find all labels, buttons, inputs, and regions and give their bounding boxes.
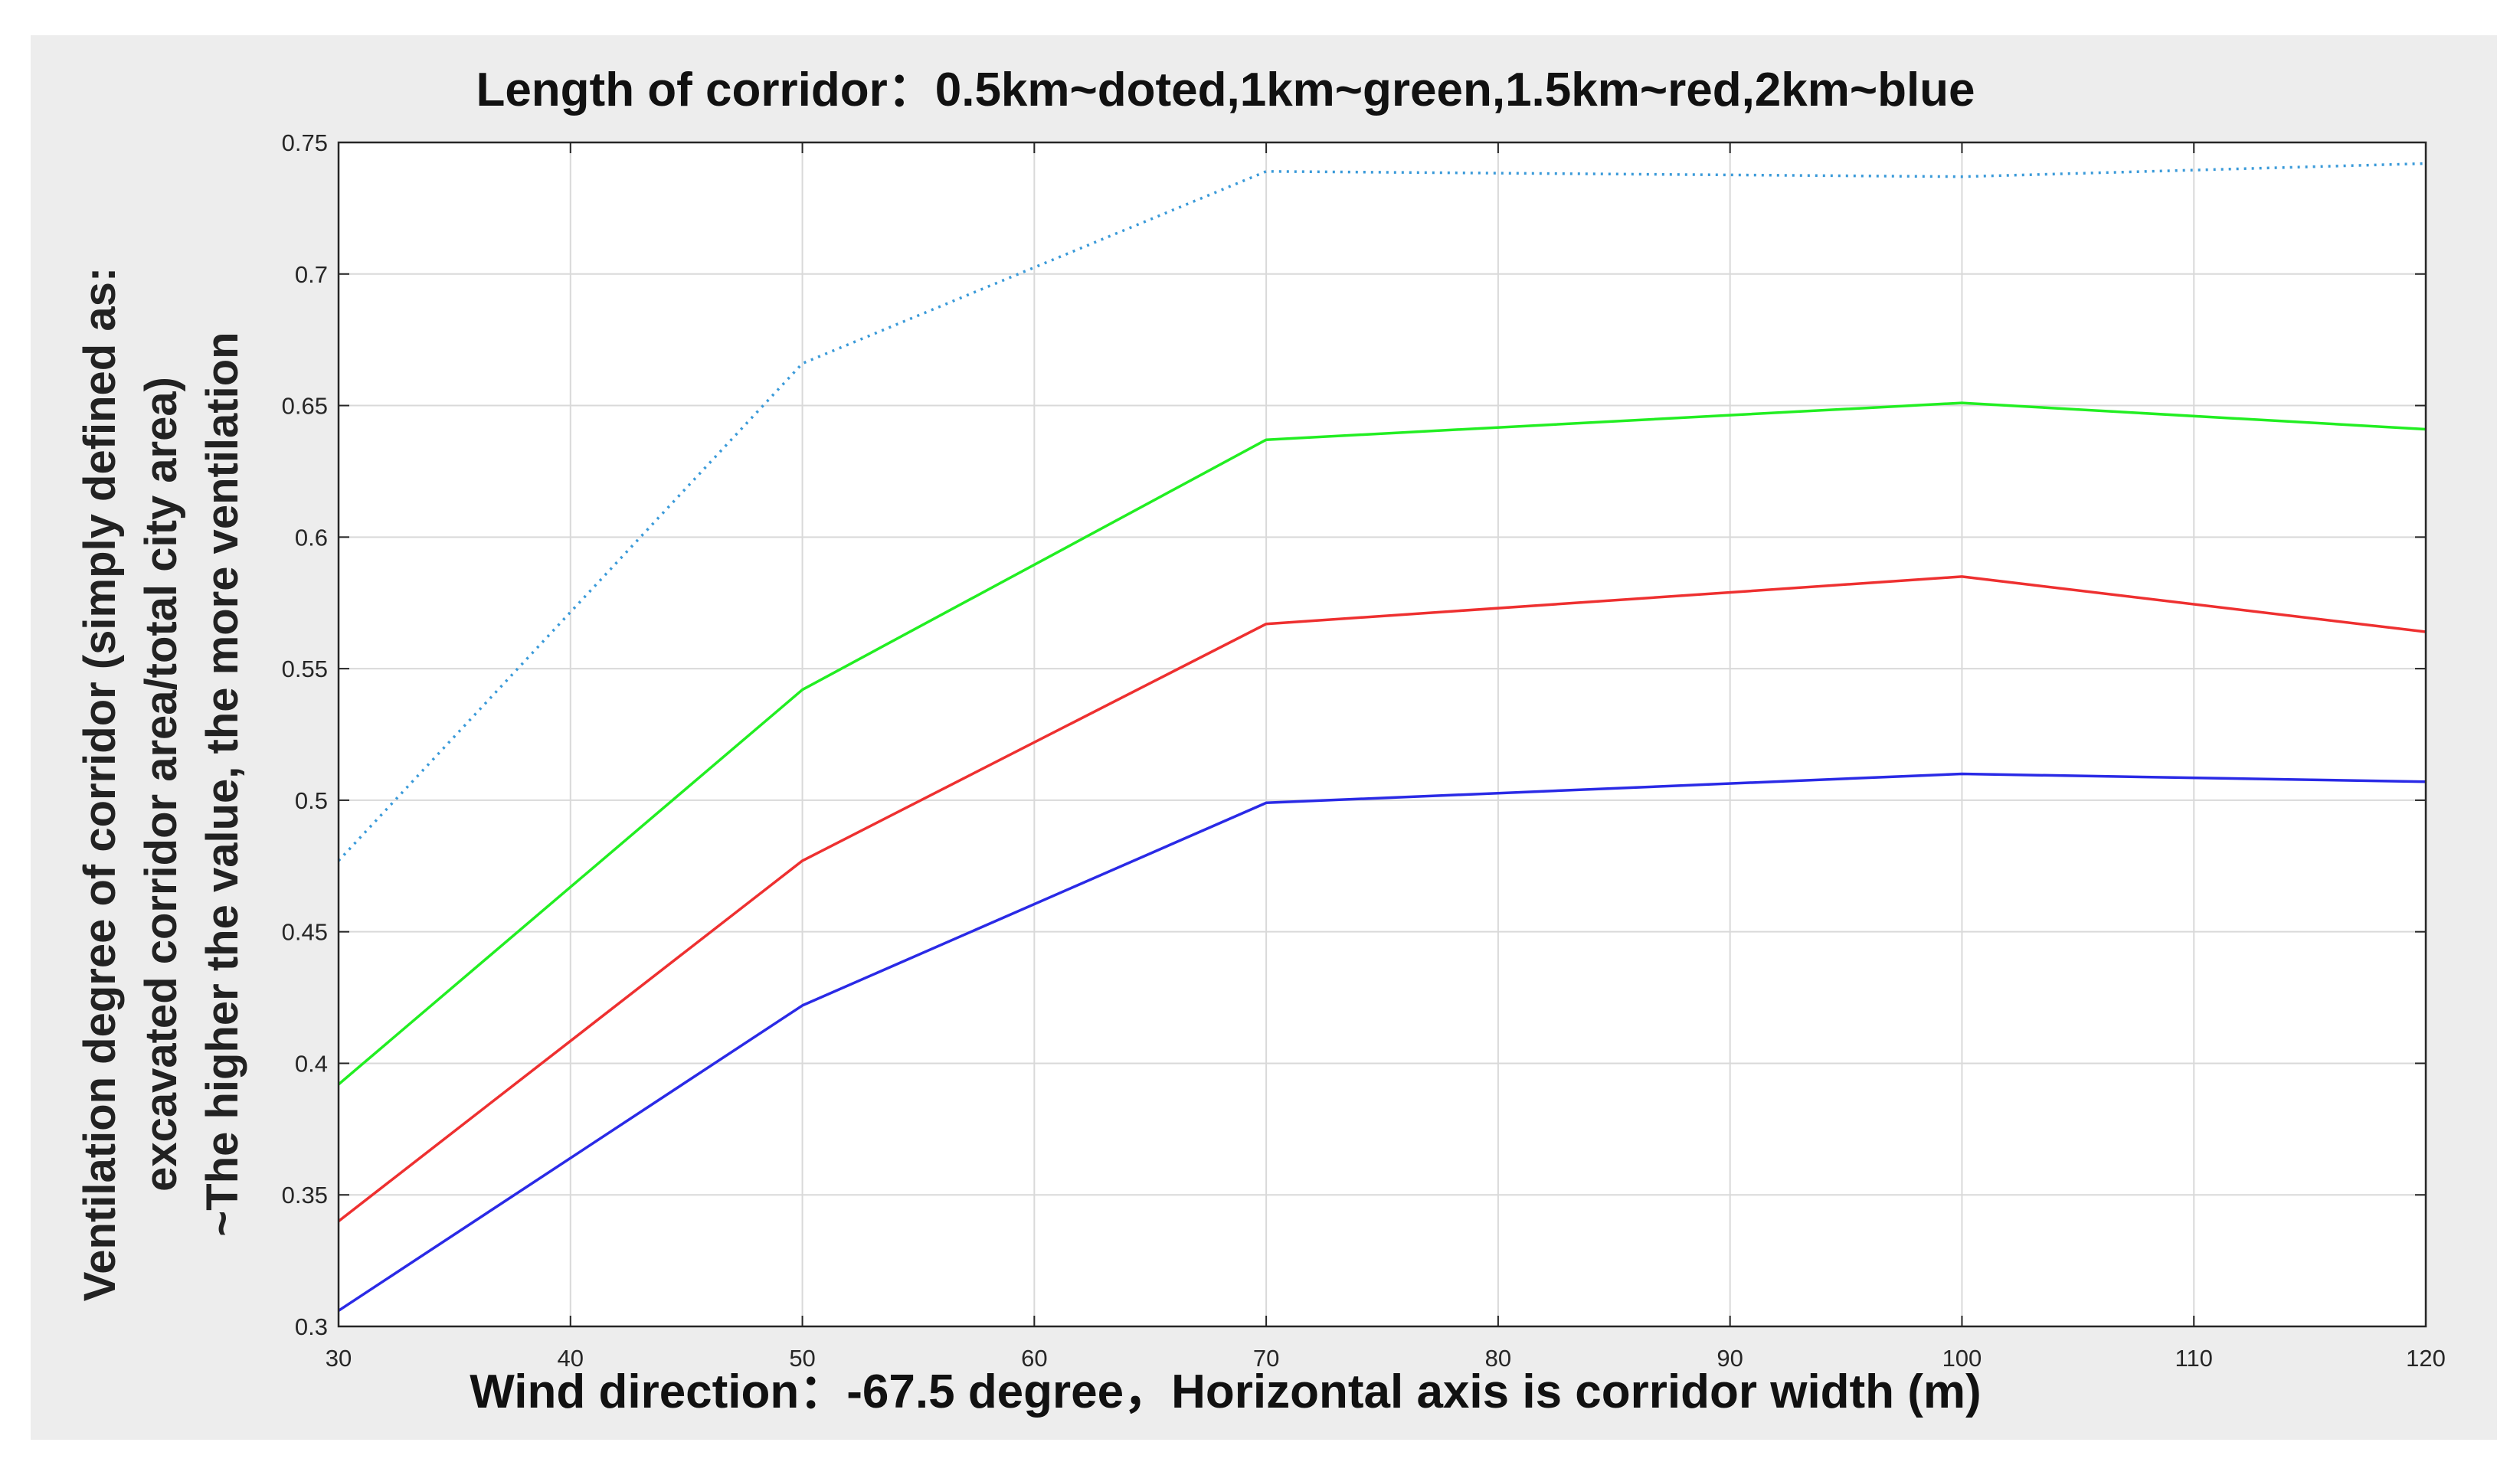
plot-frame xyxy=(337,141,2427,1328)
chart-title: Length of corridor：0.5km~doted,1km~green… xyxy=(476,64,1975,116)
y-tick-label: 0.3 xyxy=(295,1313,328,1340)
series-line-2 xyxy=(337,401,2427,1086)
y-axis-label-line-3: ~The higher the value, the more ventilat… xyxy=(198,332,247,1236)
y-tick-label: 0.5 xyxy=(295,787,328,814)
y-tick-label: 0.7 xyxy=(295,261,328,288)
x-tick-label: 40 xyxy=(558,1345,584,1372)
line-chart: Length of corridor：0.5km~doted,1km~green… xyxy=(75,64,2446,1418)
series-line-1 xyxy=(337,162,2427,862)
y-tick-label: 0.65 xyxy=(282,393,328,420)
x-tick-label: 120 xyxy=(2406,1345,2446,1372)
figure-background: Length of corridor：0.5km~doted,1km~green… xyxy=(31,35,2497,1440)
x-tick-label: 70 xyxy=(1253,1345,1279,1372)
x-axis-label: Wind direction：-67.5 degree，Horizontal a… xyxy=(470,1365,1981,1418)
y-tick-label: 0.75 xyxy=(282,129,328,156)
y-tick-label: 0.6 xyxy=(295,524,328,551)
x-tick-label: 50 xyxy=(789,1345,815,1372)
x-tick-label: 100 xyxy=(1942,1345,1982,1372)
x-tick-label: 110 xyxy=(2175,1345,2213,1372)
y-tick-label: 0.55 xyxy=(282,656,328,682)
y-tick-label: 0.35 xyxy=(282,1182,328,1208)
x-tick-labels: 30 40 50 60 70 80 90 100 110 120 xyxy=(326,1345,2446,1372)
x-tick-label: 30 xyxy=(326,1345,352,1372)
y-tick-label: 0.45 xyxy=(282,919,328,946)
x-tick-label: 90 xyxy=(1717,1345,1743,1372)
x-tick-label: 60 xyxy=(1021,1345,1047,1372)
y-tick-labels: 0.3 0.35 0.4 0.45 0.5 0.55 0.6 0.65 0.7 0.75 xyxy=(282,129,328,1340)
y-axis-label: Ventilation degree of corridor (simply d… xyxy=(75,267,247,1301)
y-axis-label-line-1: Ventilation degree of corridor (simply d… xyxy=(75,267,125,1301)
y-tick-label: 0.4 xyxy=(295,1050,328,1077)
series-line-4 xyxy=(338,772,2427,1312)
x-tick-label: 80 xyxy=(1485,1345,1511,1372)
y-axis-label-line-2: excavated corridor area/total city area) xyxy=(136,377,186,1192)
series-lines xyxy=(337,162,2427,1312)
series-line-3 xyxy=(337,575,2427,1222)
grid-lines xyxy=(339,142,2426,1326)
plot-area xyxy=(339,142,2426,1326)
